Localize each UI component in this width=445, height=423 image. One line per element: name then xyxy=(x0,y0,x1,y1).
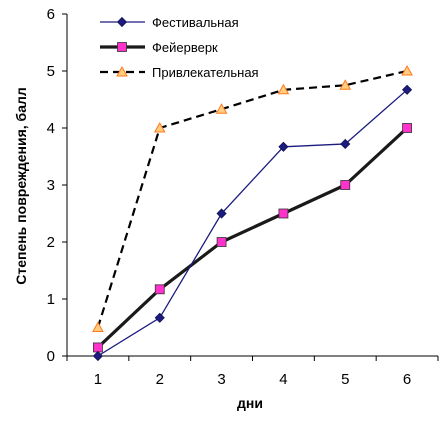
data-point xyxy=(154,284,165,295)
x-tick-label: 2 xyxy=(156,371,164,388)
x-axis-title: дни xyxy=(237,395,263,411)
series-1 xyxy=(92,84,413,362)
data-point xyxy=(402,123,412,133)
legend-group: Фестивальная Фейерверк Привлекательная xyxy=(100,15,259,80)
data-point xyxy=(340,138,351,150)
series-line xyxy=(96,126,409,349)
legend-label: Фестивальная xyxy=(152,15,239,30)
legend-item: Фестивальная xyxy=(100,15,239,30)
x-tick-label: 1 xyxy=(94,371,102,388)
data-point xyxy=(92,350,103,362)
y-axis-title: Степень повреждения, балл xyxy=(13,87,29,285)
data-point xyxy=(92,321,104,332)
data-point xyxy=(401,64,413,76)
data-point xyxy=(93,342,103,353)
data-point xyxy=(402,84,413,95)
legend-swatch-marker xyxy=(117,42,127,52)
y-tick-label: 3 xyxy=(47,177,55,194)
series-2 xyxy=(93,123,412,353)
series-line xyxy=(96,69,408,328)
data-point xyxy=(340,180,351,190)
data-point xyxy=(216,237,227,247)
y-tick-label: 2 xyxy=(47,234,55,251)
y-tick-label: 6 xyxy=(47,6,55,23)
x-tick-label: 5 xyxy=(341,371,349,388)
data-point xyxy=(154,312,165,323)
data-point xyxy=(339,79,352,90)
data-point xyxy=(153,121,166,133)
y-tick-label: 4 xyxy=(47,120,55,137)
y-tick-label: 0 xyxy=(47,348,55,365)
data-point xyxy=(278,208,289,219)
legend-item: Фейерверк xyxy=(100,40,218,55)
axes-group: 0 1 2 3 4 5 6 1 2 3 4 5 6 xyxy=(47,6,439,388)
data-point xyxy=(278,141,289,152)
series-group xyxy=(92,64,413,362)
y-tick-label: 5 xyxy=(47,63,55,80)
data-point xyxy=(277,83,290,95)
series-line xyxy=(97,89,408,357)
x-tick-label: 3 xyxy=(217,371,225,388)
y-tick-label: 1 xyxy=(47,291,55,308)
legend-item: Привлекательная xyxy=(100,65,259,80)
x-tick-label: 4 xyxy=(279,371,287,388)
legend-swatch-marker xyxy=(116,16,128,28)
legend-swatch-marker xyxy=(116,65,128,77)
x-tick-label: 6 xyxy=(403,371,411,388)
legend-label: Привлекательная xyxy=(152,65,259,80)
series-3 xyxy=(92,64,413,332)
data-point xyxy=(215,103,228,114)
data-point xyxy=(216,208,227,219)
legend-label: Фейерверк xyxy=(152,40,218,55)
